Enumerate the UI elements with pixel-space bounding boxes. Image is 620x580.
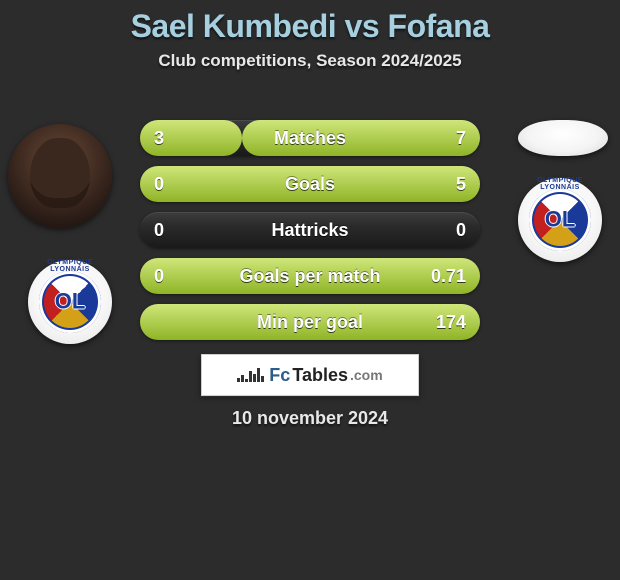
brand-fc: Fc (269, 365, 290, 386)
player2-avatar (518, 120, 608, 156)
stat-row: 00.71Goals per match (140, 258, 480, 294)
source-badge: FcTables.com (201, 354, 419, 396)
bar-chart-bar (245, 379, 248, 382)
brand-com: .com (350, 367, 383, 383)
bar-chart-bar (237, 378, 240, 382)
snapshot-date: 10 november 2024 (0, 408, 620, 429)
stat-fill-right (242, 120, 480, 156)
bar-chart-bar (253, 374, 256, 382)
bar-chart-bar (249, 371, 252, 382)
bar-chart-bar (241, 375, 244, 382)
stat-row: 05Goals (140, 166, 480, 202)
stat-fill-right (140, 258, 480, 294)
stat-row: 174Min per goal (140, 304, 480, 340)
stat-fill-right (140, 304, 480, 340)
comparison-card: { "header": { "title": "Sael Kumbedi vs … (0, 0, 620, 580)
bar-chart-bar (257, 368, 260, 382)
stat-fill-right (140, 166, 480, 202)
player2-club-badge: OLYMPIQUE LYONNAIS (518, 178, 602, 262)
page-subtitle: Club competitions, Season 2024/2025 (0, 51, 620, 71)
club-crest-icon (39, 271, 101, 333)
club-crest-icon (529, 189, 591, 251)
stat-row: 00Hattricks (140, 212, 480, 248)
stat-row: 37Matches (140, 120, 480, 156)
bar-chart-icon (237, 368, 264, 382)
brand-rest: Tables (292, 365, 348, 386)
stat-fill-left (140, 120, 242, 156)
player1-avatar (8, 124, 112, 228)
bar-chart-bar (261, 376, 264, 382)
stat-track (140, 212, 480, 248)
stats-panel: 37Matches 05Goals 00Hattricks 00.71Goals pe… (140, 120, 480, 350)
player1-club-badge: OLYMPIQUE LYONNAIS (28, 260, 112, 344)
page-title: Sael Kumbedi vs Fofana (0, 0, 620, 45)
